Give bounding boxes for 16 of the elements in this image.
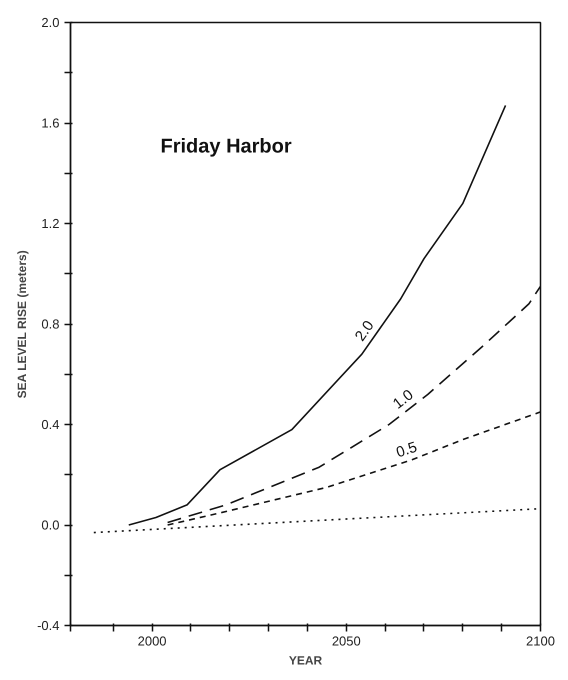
y-tick-label: 2.0 [41, 15, 60, 30]
annotation: Friday Harbor [160, 136, 292, 158]
y-tick-label: 1.6 [41, 116, 60, 130]
text: 2.0 [352, 318, 378, 344]
text: 1.0 [390, 386, 417, 413]
text: 0.5 [394, 438, 420, 462]
y-tick-label: -0.4 [37, 618, 60, 633]
y-tick-label: 0.0 [41, 518, 60, 532]
y-tick-label: 0.4 [41, 417, 60, 432]
x-tick-label: 2050 [332, 634, 361, 648]
x-tick-label: 2000 [138, 634, 167, 648]
y-axis-title: SEA LEVEL RISE (meters) [15, 250, 30, 398]
y-tick-label: 0.8 [41, 316, 60, 332]
x-axis-title: YEAR [288, 654, 323, 668]
x-tick-label: 2100 [526, 634, 555, 648]
y-tick-label: 1.2 [41, 216, 60, 231]
